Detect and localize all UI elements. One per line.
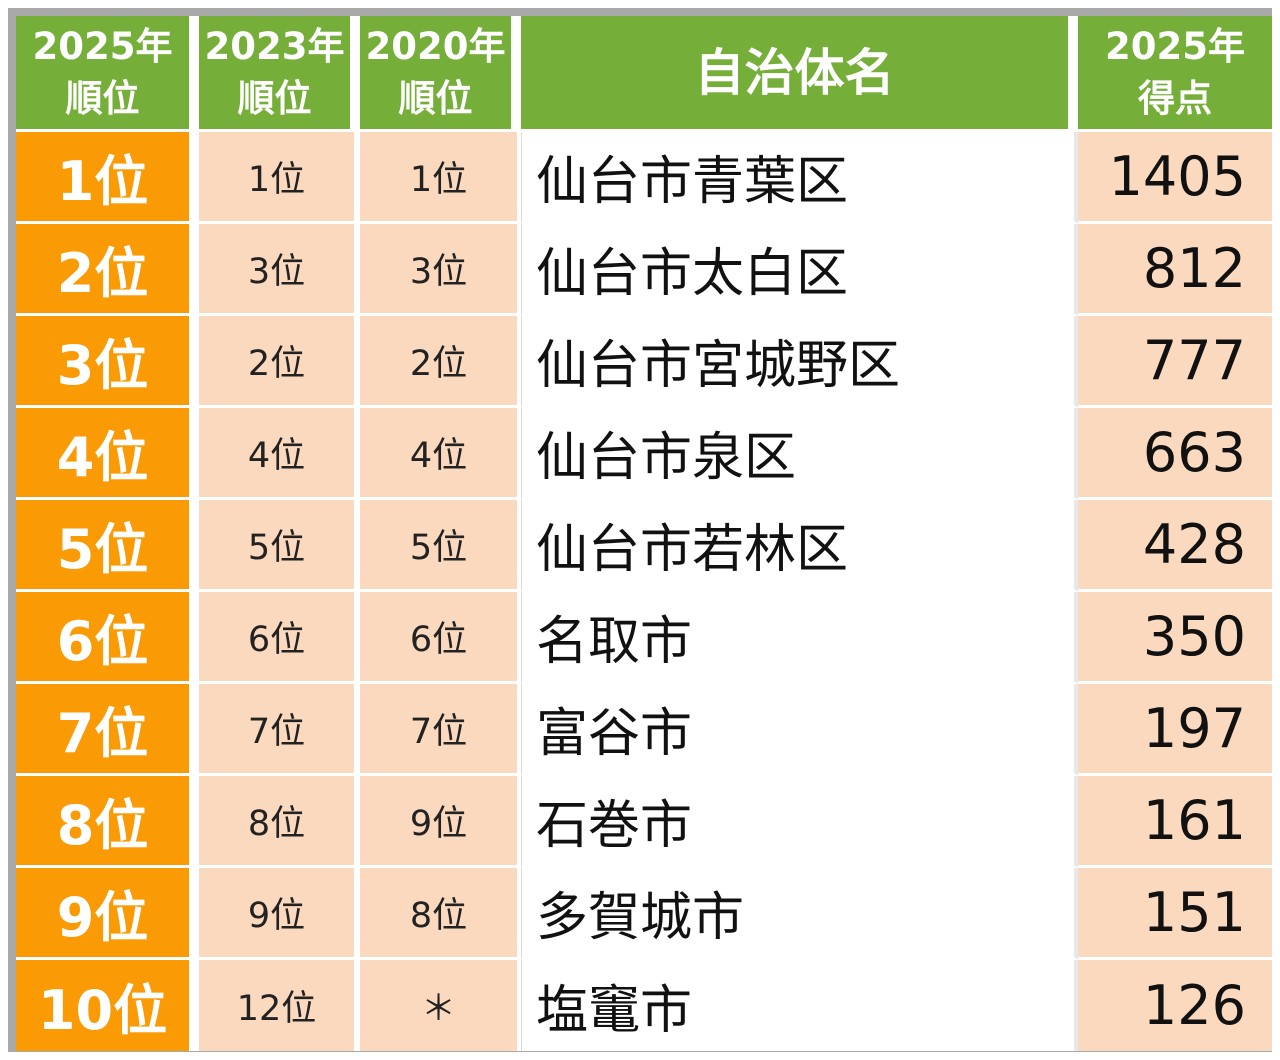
rank-2020-cell: 3位 — [360, 224, 521, 316]
rank-2020-cell: 6位 — [360, 592, 521, 684]
rank-2025-cell: 7位 — [16, 684, 199, 776]
table-row: 9位 9位 8位 多賀城市 151 — [16, 868, 1272, 960]
municipality-cell: 仙台市宮城野区 — [521, 316, 1078, 408]
score-cell: 663 — [1078, 408, 1272, 500]
score-cell: 126 — [1078, 960, 1272, 1051]
table-row: 6位 6位 6位 名取市 350 — [16, 592, 1272, 684]
ranking-table-frame: 2025年 順位 2023年 順位 2020年 順位 自治体名 2025年 得点… — [8, 8, 1272, 1052]
rank-2023-cell: 12位 — [199, 960, 360, 1051]
header-rank-2020-text: 2020年 順位 — [365, 24, 506, 120]
header-rank-2023: 2023年 順位 — [199, 16, 360, 132]
header-score-2025-text: 2025年 得点 — [1105, 24, 1245, 120]
rank-2025-cell: 5位 — [16, 500, 199, 592]
table-row: 8位 8位 9位 石巻市 161 — [16, 776, 1272, 868]
rank-2020-cell: 5位 — [360, 500, 521, 592]
rank-2023-cell: 6位 — [199, 592, 360, 684]
rank-2023-cell: 8位 — [199, 776, 360, 868]
municipality-cell: 仙台市太白区 — [521, 224, 1078, 316]
score-cell: 812 — [1078, 224, 1272, 316]
rank-2025-cell: 8位 — [16, 776, 199, 868]
municipality-cell: 仙台市青葉区 — [521, 132, 1078, 224]
table-row: 10位 12位 ＊ 塩竃市 126 — [16, 960, 1272, 1051]
rank-2023-cell: 2位 — [199, 316, 360, 408]
rank-2025-cell: 4位 — [16, 408, 199, 500]
rank-2025-cell: 3位 — [16, 316, 199, 408]
header-rank-2025-text: 2025年 順位 — [32, 24, 173, 120]
rank-2023-cell: 5位 — [199, 500, 360, 592]
table-row: 5位 5位 5位 仙台市若林区 428 — [16, 500, 1272, 592]
score-cell: 1405 — [1078, 132, 1272, 224]
rank-2025-cell: 6位 — [16, 592, 199, 684]
score-cell: 197 — [1078, 684, 1272, 776]
table-row: 1位 1位 1位 仙台市青葉区 1405 — [16, 132, 1272, 224]
header-municipality-text: 自治体名 — [694, 43, 895, 102]
header-rank-2023-text: 2023年 順位 — [204, 24, 345, 120]
table-row: 7位 7位 7位 富谷市 197 — [16, 684, 1272, 776]
rank-2025-cell: 2位 — [16, 224, 199, 316]
rank-2020-cell: 8位 — [360, 868, 521, 960]
municipality-cell: 多賀城市 — [521, 868, 1078, 960]
rank-2023-cell: 3位 — [199, 224, 360, 316]
municipality-cell: 仙台市若林区 — [521, 500, 1078, 592]
municipality-cell: 石巻市 — [521, 776, 1078, 868]
table-row: 2位 3位 3位 仙台市太白区 812 — [16, 224, 1272, 316]
rank-2020-cell: ＊ — [360, 960, 521, 1051]
municipality-cell: 塩竃市 — [521, 960, 1078, 1051]
rank-2020-cell: 1位 — [360, 132, 521, 224]
rank-2025-cell: 9位 — [16, 868, 199, 960]
rank-2020-cell: 7位 — [360, 684, 521, 776]
score-cell: 350 — [1078, 592, 1272, 684]
ranking-table: 2025年 順位 2023年 順位 2020年 順位 自治体名 2025年 得点… — [16, 16, 1272, 1051]
rank-2023-cell: 4位 — [199, 408, 360, 500]
municipality-cell: 名取市 — [521, 592, 1078, 684]
rank-2023-cell: 9位 — [199, 868, 360, 960]
rank-2025-cell: 1位 — [16, 132, 199, 224]
table-row: 3位 2位 2位 仙台市宮城野区 777 — [16, 316, 1272, 408]
score-cell: 777 — [1078, 316, 1272, 408]
rank-2020-cell: 4位 — [360, 408, 521, 500]
header-rank-2025: 2025年 順位 — [16, 16, 199, 132]
header-row: 2025年 順位 2023年 順位 2020年 順位 自治体名 2025年 得点 — [16, 16, 1272, 132]
rank-2023-cell: 7位 — [199, 684, 360, 776]
header-score-2025: 2025年 得点 — [1078, 16, 1272, 132]
score-cell: 428 — [1078, 500, 1272, 592]
municipality-cell: 富谷市 — [521, 684, 1078, 776]
rank-2020-cell: 9位 — [360, 776, 521, 868]
table-row: 4位 4位 4位 仙台市泉区 663 — [16, 408, 1272, 500]
rank-2025-cell: 10位 — [16, 960, 199, 1051]
rank-2023-cell: 1位 — [199, 132, 360, 224]
header-municipality: 自治体名 — [521, 16, 1078, 132]
municipality-cell: 仙台市泉区 — [521, 408, 1078, 500]
rank-2020-cell: 2位 — [360, 316, 521, 408]
header-rank-2020: 2020年 順位 — [360, 16, 521, 132]
score-cell: 161 — [1078, 776, 1272, 868]
score-cell: 151 — [1078, 868, 1272, 960]
